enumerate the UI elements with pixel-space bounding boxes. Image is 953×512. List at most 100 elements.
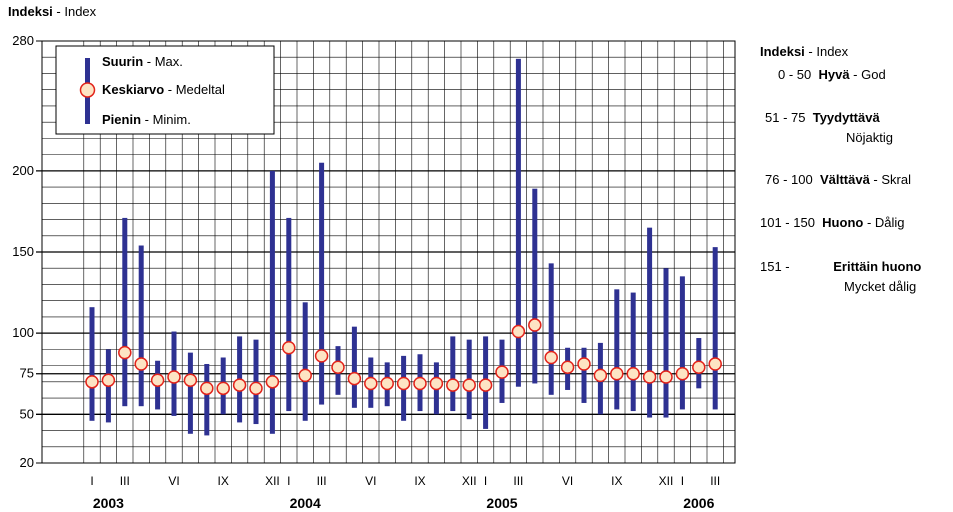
mean-marker [265,375,280,389]
range-bar [647,227,653,418]
mean-marker [478,378,493,392]
legend-circle-swatch [79,82,96,98]
mean-marker [413,376,427,391]
month-tick-label: IX [611,474,622,488]
mean-marker [331,360,345,374]
mean-marker [593,368,608,383]
month-tick-label: I [90,474,93,488]
legend-entry-name: Suurin [102,54,143,69]
range-bar [187,352,193,434]
index-class-name-sv: Dålig [874,215,905,230]
index-class-name: Erittäin huono [833,259,922,274]
mean-marker [577,357,591,371]
range-bar [679,276,685,410]
mean-marker [85,375,99,389]
year-label: 2004 [290,495,321,511]
mean-marker [659,370,673,384]
index-scale-panel: Indeksi - Index 0 - 50 Hyvä - God 51 - 7… [760,0,953,512]
index-class-name: Huono [822,215,864,230]
mean-marker [708,357,722,371]
mean-marker [642,370,657,384]
range-bar [269,170,275,434]
year-label: 2005 [486,495,517,511]
month-tick-label: IX [414,474,425,488]
y-tick-label: 280 [12,33,34,48]
mean-marker [675,366,690,381]
y-tick-label: 50 [20,406,34,421]
index-class-name-sv: Skral [881,172,911,187]
mean-marker [150,373,165,387]
index-class-second-line: Mycket dålig [844,279,917,294]
range-bar [89,307,95,421]
mean-marker [396,376,411,391]
index-class-row: 76 - 100 Välttävä - Skral [765,172,911,187]
month-tick-label: IX [218,474,229,488]
index-class-name: Hyvä [818,67,850,82]
month-tick-label: III [317,474,327,488]
month-tick-label: I [681,474,684,488]
legend-entry-name: Keskiarvo [102,82,164,97]
month-tick-label: XII [462,474,477,488]
mean-marker [544,350,558,365]
legend-entry: Pienin - Minim. [102,112,191,127]
mean-marker [462,378,476,392]
index-class-row: 151 - Erittäin huono [760,259,921,274]
mean-marker [429,376,444,391]
year-label: 2003 [93,495,124,511]
range-bar [204,363,210,436]
mean-marker [298,368,312,383]
month-tick-label: VI [365,474,376,488]
range-bar [614,289,620,410]
mean-marker [200,381,214,396]
index-scale-title: Indeksi - Index [760,44,849,59]
range-bar [663,268,669,418]
y-tick-label: 200 [12,163,34,178]
index-scale-title-rest: Index [816,44,849,59]
index-class-range: 0 - 50 [778,67,812,82]
month-tick-label: III [120,474,130,488]
y-axis-title-rest: Index [64,4,97,19]
index-class-range: 76 - 100 [765,172,813,187]
mean-marker [101,373,116,387]
month-tick-label: III [710,474,720,488]
mean-marker [118,345,132,360]
range-bar [122,217,128,407]
mean-marker [232,378,247,392]
index-class-name: Tyydyttävä [812,110,880,125]
mean-marker [446,378,460,392]
month-tick-label: I [484,474,487,488]
range-bar [712,247,718,410]
month-tick-label: VI [562,474,573,488]
month-tick-label: III [513,474,523,488]
mean-marker [249,381,263,396]
y-tick-label: 100 [12,325,34,340]
legend-entry-translation: - Medeltal [164,82,225,97]
index-class-name: Välttävä [819,172,870,187]
range-bar [319,162,325,405]
index-class-range: 151 - [760,259,790,274]
index-class-range: 51 - 75 [765,110,806,125]
mean-marker [364,376,378,391]
month-tick-label: XII [659,474,674,488]
index-class-name-sv: God [861,67,886,82]
mean-marker [216,381,230,396]
legend-entry-name: Pienin [102,112,141,127]
y-axis-title: Indeksi - Index [8,4,97,19]
mean-marker [610,366,624,381]
range-bar [581,347,587,403]
range-bar [548,263,554,395]
mean-marker [347,371,362,386]
range-bar [138,245,144,407]
range-bar [630,292,636,412]
mean-marker [528,318,542,332]
legend-entry: Keskiarvo - Medeltal [102,82,225,97]
legend-entry-translation: - Minim. [141,112,191,127]
legend-entry: Suurin - Max. [102,54,183,69]
range-bar [286,217,292,412]
range-bar [515,58,521,387]
y-tick-label: 20 [20,455,34,470]
y-axis-title-bold: Indeksi [8,4,53,19]
month-tick-label: VI [168,474,179,488]
index-class-row: 101 - 150 Huono - Dålig [760,215,905,230]
